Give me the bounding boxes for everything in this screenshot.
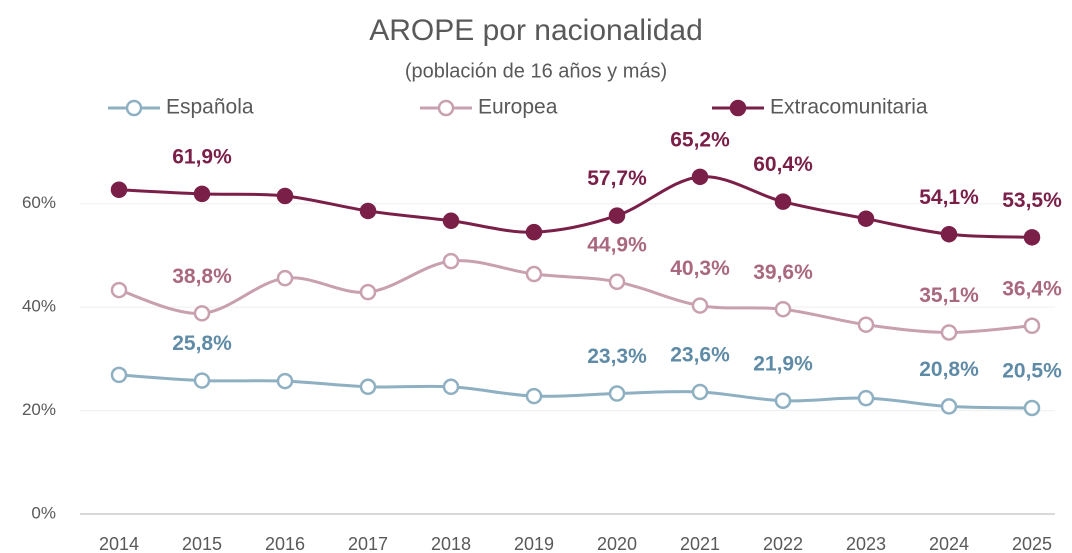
data-label: 23,6% (670, 344, 730, 367)
x-tick-label: 2021 (680, 534, 720, 553)
data-label: 39,6% (753, 261, 813, 284)
data-point (691, 168, 709, 186)
y-tick-label: 40% (22, 297, 56, 316)
data-point (857, 389, 875, 407)
legend-marker (729, 99, 747, 117)
data-label: 44,9% (587, 233, 647, 256)
data-point (193, 305, 211, 322)
data-label: 20,5% (1002, 360, 1062, 383)
data-point (774, 193, 792, 210)
data-label: 21,9% (753, 352, 813, 375)
data-point (608, 207, 626, 224)
data-point (525, 265, 543, 283)
data-point (276, 269, 294, 287)
data-point (608, 385, 626, 402)
data-point (276, 372, 294, 390)
data-point (1023, 399, 1041, 417)
series-line (118, 259, 1033, 334)
data-point (940, 324, 958, 341)
data-label: 38,8% (172, 265, 232, 288)
x-tick-label: 2022 (763, 534, 803, 553)
data-point (857, 316, 875, 333)
data-point (110, 181, 128, 199)
y-tick-label: 0% (31, 503, 56, 522)
legend-label: Española (166, 96, 254, 119)
data-label: 25,8% (172, 332, 232, 355)
data-point (276, 187, 294, 205)
x-tick-label: 2019 (514, 534, 554, 553)
x-tick-label: 2024 (929, 534, 969, 553)
data-point (442, 378, 460, 396)
data-label: 60,4% (753, 153, 813, 176)
series-line (118, 175, 1033, 239)
data-point (525, 387, 543, 405)
data-label: 40,3% (670, 257, 730, 280)
x-tick-label: 2020 (597, 534, 637, 553)
legend-label: Extracomunitaria (770, 96, 928, 119)
data-label: 36,4% (1002, 277, 1062, 300)
legend-marker (125, 99, 143, 117)
data-label: 35,1% (919, 284, 979, 307)
data-label: 54,1% (919, 186, 979, 209)
data-label: 61,9% (172, 145, 232, 168)
series-line (118, 373, 1033, 410)
x-tick-label: 2014 (99, 534, 139, 553)
data-point (193, 372, 211, 389)
data-label: 65,2% (670, 128, 730, 151)
x-tick-label: 2023 (846, 534, 886, 553)
data-point (691, 383, 709, 401)
x-tick-label: 2025 (1012, 534, 1052, 553)
data-point (1023, 317, 1041, 335)
y-tick-label: 60% (22, 193, 56, 212)
data-label: 53,5% (1002, 189, 1062, 212)
chart-subtitle: (población de 16 años y más) (405, 60, 667, 82)
data-point (1023, 229, 1041, 246)
legend-label: Europea (478, 96, 558, 119)
x-tick-label: 2015 (182, 534, 222, 553)
data-point (110, 281, 128, 299)
data-point (110, 366, 128, 384)
data-point (774, 392, 792, 409)
data-label: 57,7% (587, 167, 647, 190)
x-tick-label: 2018 (431, 534, 471, 553)
data-point (442, 212, 460, 230)
data-point (940, 225, 958, 243)
data-point (525, 223, 543, 241)
data-point (359, 202, 377, 220)
y-tick-label: 20% (22, 400, 56, 419)
x-tick-label: 2017 (348, 534, 388, 553)
data-point (359, 378, 377, 396)
data-point (857, 210, 875, 227)
data-point (193, 185, 211, 203)
data-point (691, 297, 709, 314)
chart-title: AROPE por nacionalidad (369, 14, 703, 47)
legend-marker (437, 99, 455, 117)
data-label: 20,8% (919, 358, 979, 381)
data-point (442, 252, 460, 270)
data-point (359, 283, 377, 301)
data-label: 23,3% (587, 345, 647, 368)
data-point (608, 273, 626, 291)
data-point (774, 300, 792, 318)
x-tick-label: 2016 (265, 534, 305, 553)
data-point (940, 398, 958, 415)
